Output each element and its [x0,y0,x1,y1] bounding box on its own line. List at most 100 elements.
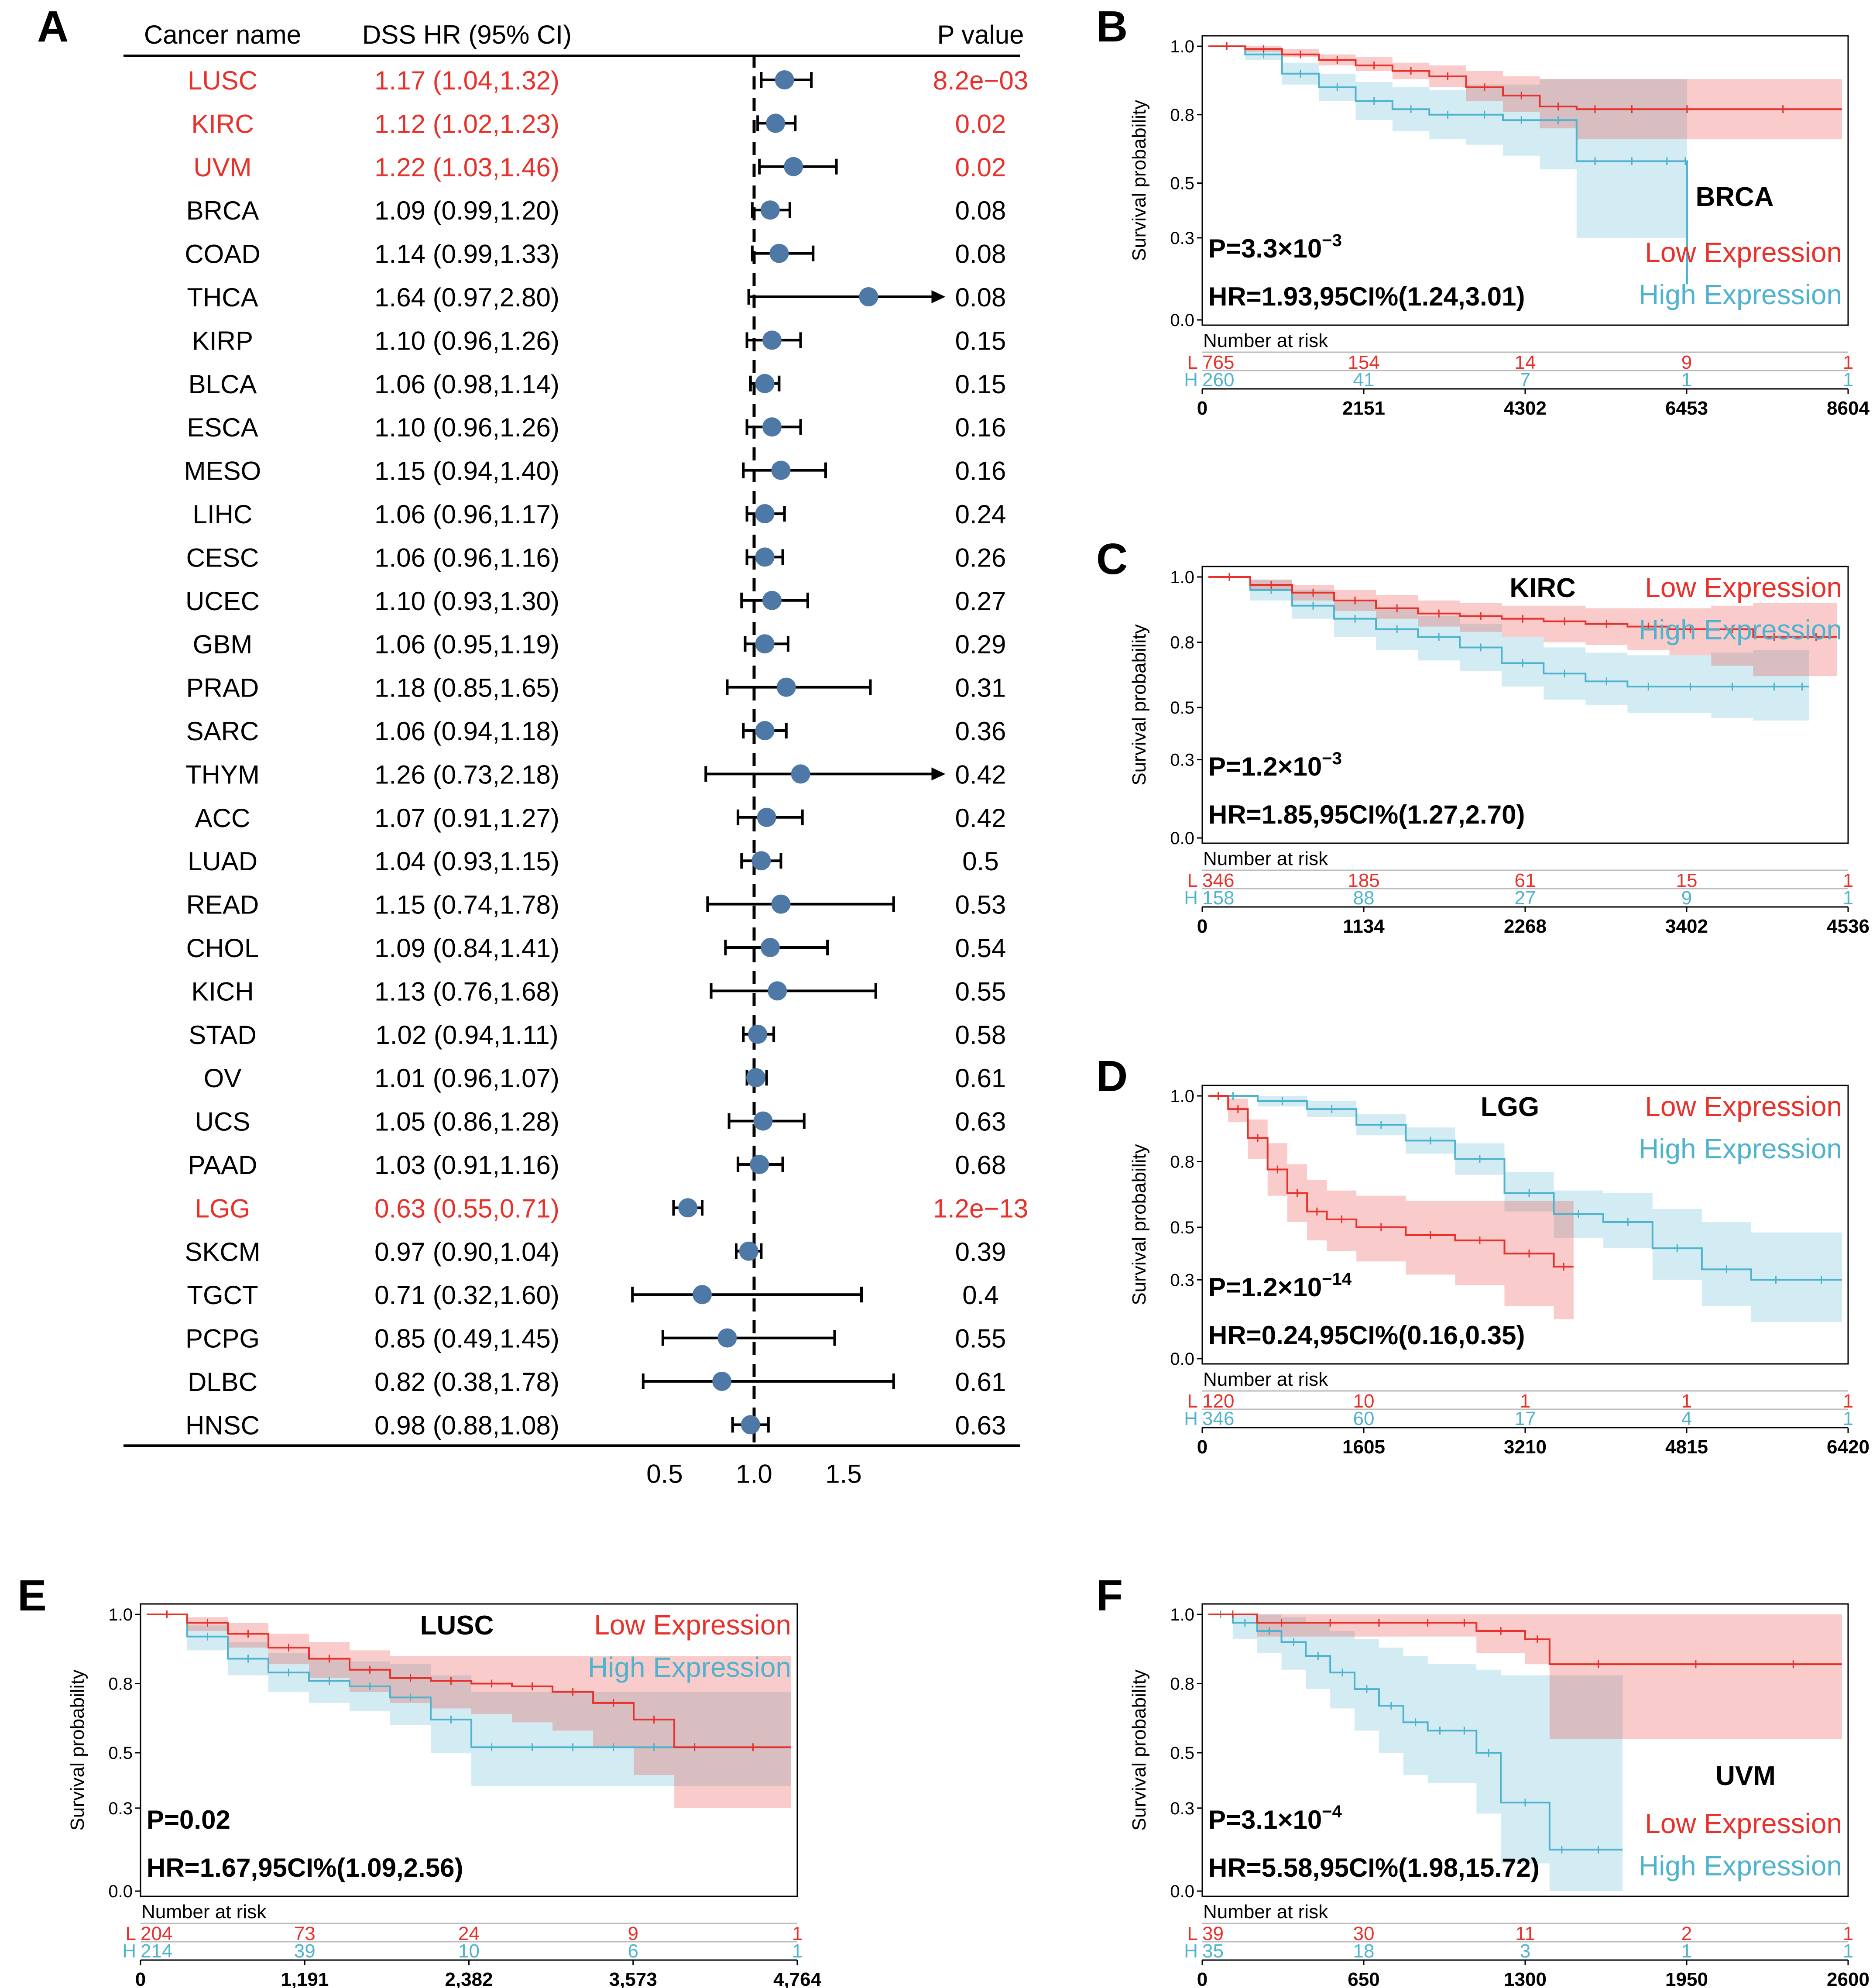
y-tick-label: 0.5 [1170,174,1194,193]
risk-count-high: 41 [1353,369,1375,391]
y-tick-label: 0.5 [1170,1744,1194,1763]
risk-count-high: 17 [1515,1408,1536,1429]
y-axis-label: Survival probability [1129,624,1150,785]
number-at-risk-table: Number at riskLH120346010601605117321014… [1184,1369,1870,1458]
cancer-name-label: COAD [185,240,260,269]
hr-ci-label: 1.17 (1.04,1.32) [374,66,559,95]
y-tick-label: 1.0 [1170,37,1194,56]
p-value-label: 0.16 [955,413,1006,442]
risk-count-high: 260 [1202,369,1234,391]
forest-row-brca: BRCA 1.09 (0.99,1.20) 0.08 [186,196,1006,225]
ci-band-low [147,1614,791,1808]
p-value-label: 0.61 [955,1064,1006,1093]
forest-row-dlbc: DLBC 0.82 (0.38,1.78) 0.61 [188,1367,1006,1397]
cancer-title: KIRC [1509,573,1576,603]
panel-b-km-plot: B 0.0 0.3 0.5 0.8 1.0 Survival probability P=3.… [1096,2,1870,419]
cancer-name-label: HNSC [185,1411,260,1440]
hr-ci-label: 1.06 (0.95,1.19) [374,630,559,659]
y-tick-label: 0.3 [1170,1270,1194,1290]
hr-annotation: HR=1.67,95CI%(1.09,2.56) [147,1853,463,1882]
x-tick-label: 3402 [1665,916,1708,937]
x-tick-label: 2151 [1342,398,1385,419]
p-value-label: 0.15 [955,326,1006,355]
y-tick-label: 0.5 [1170,1218,1194,1237]
forest-row-read: READ 1.15 (0.74,1.78) 0.53 [186,890,1006,920]
x-tick-label: 0 [1197,916,1208,937]
plot-frame [140,1603,798,1897]
risk-count-low: 185 [1348,870,1379,891]
risk-count-high: 1 [1681,1940,1692,1962]
hr-point [755,721,775,740]
x-tick-label: 2,382 [445,1969,493,1988]
hr-ci-label: 1.64 (0.97,2.80) [374,283,559,312]
x-tick-label: 4815 [1665,1436,1708,1458]
hr-ci-label: 1.13 (0.76,1.68) [374,977,559,1006]
risk-count-high: 9 [1681,887,1692,909]
p-value-annotation: P=1.2×10−3 [1208,749,1342,781]
forest-row-stad: STAD 1.02 (0.94,1.11) 0.58 [189,1020,1006,1050]
cancer-name-label: PAAD [188,1150,257,1180]
header-dss-hr: DSS HR (95% CI) [362,20,572,49]
hr-point [753,1111,773,1131]
forest-row-hnsc: HNSC 0.98 (0.88,1.08) 0.63 [185,1411,1006,1440]
x-tick-label: 2600 [1827,1969,1870,1988]
p-value-label: 0.42 [955,760,1006,789]
hr-point [678,1198,698,1218]
risk-count-high: 4 [1681,1408,1692,1429]
hr-ci-label: 0.71 (0.32,1.60) [374,1281,559,1310]
hr-ci-label: 1.12 (1.02,1.23) [374,109,559,138]
forest-row-prad: PRAD 1.18 (0.85,1.65) 0.31 [186,673,1006,703]
hr-ci-label: 0.82 (0.38,1.78) [374,1367,559,1397]
cancer-name-label: BLCA [189,370,257,399]
legend-low-expression: Low Expression [1645,1091,1842,1122]
risk-count-high: 1 [1843,1940,1853,1962]
cancer-name-label: KIRP [192,326,253,355]
y-axis-label: Survival probability [1129,1669,1150,1830]
hr-ci-label: 1.14 (0.99,1.33) [374,240,559,269]
risk-count-high: 214 [141,1940,172,1962]
risk-count-low: 765 [1202,352,1234,373]
forest-row-ucs: UCS 1.05 (0.86,1.28) 0.63 [195,1107,1006,1136]
cancer-name-label: OV [204,1064,242,1093]
risk-count-low: 24 [458,1923,480,1944]
p-value-label: 0.55 [955,977,1006,1006]
risk-row-label-low: L [1187,870,1198,891]
y-tick-label: 1.0 [1170,568,1194,587]
x-tick-label: 0 [135,1969,146,1988]
x-tick-label: 650 [1348,1969,1379,1988]
y-tick-label: 0.0 [1170,311,1194,330]
p-value-annotation: P=3.1×10−4 [1208,1802,1342,1834]
y-tick-label: 1.0 [1170,1087,1194,1106]
hr-point [741,1415,760,1435]
p-value-label: 0.26 [955,543,1006,572]
risk-row-label-high: H [1184,1940,1198,1962]
hr-ci-label: 1.22 (1.03,1.46) [374,153,559,182]
x-tick-label: 1.5 [825,1459,861,1488]
p-exponent: −3 [1322,749,1342,768]
cancer-title: LGG [1481,1092,1539,1122]
hr-ci-label: 1.06 (0.96,1.16) [374,543,559,572]
legend-low-expression: Low Expression [1645,1808,1842,1839]
y-tick-label: 0.8 [1170,1675,1194,1694]
risk-count-high: 60 [1353,1408,1375,1429]
risk-count-low: 1 [1520,1391,1530,1412]
panel-e-km-plot: E 0.0 0.3 0.5 0.8 1.0 Survival probability P=0.… [17,1571,822,1988]
cancer-name-label: PCPG [185,1324,260,1353]
cancer-name-label: ESCA [187,413,258,442]
risk-count-high: 1 [1843,369,1853,391]
risk-count-low: 1 [1681,1391,1692,1412]
x-tick-label: 0 [1197,1436,1208,1458]
x-tick-label: 4536 [1827,916,1870,937]
risk-count-low: 154 [1348,352,1379,373]
plot-frame [1201,1085,1849,1365]
p-value-label: 0.02 [955,109,1006,138]
risk-count-high: 35 [1202,1940,1224,1962]
forest-row-thca: THCA 1.64 (0.97,2.80) 0.08 [187,283,1006,312]
ci-band-high [1208,1614,1623,1891]
hr-ci-label: 1.02 (0.94,1.11) [375,1020,558,1050]
forest-row-lgg: LGG 0.63 (0.55,0.71) 1.2e−13 [195,1194,1029,1223]
risk-count-high: 18 [1353,1940,1375,1962]
cancer-name-label: PRAD [186,673,259,703]
